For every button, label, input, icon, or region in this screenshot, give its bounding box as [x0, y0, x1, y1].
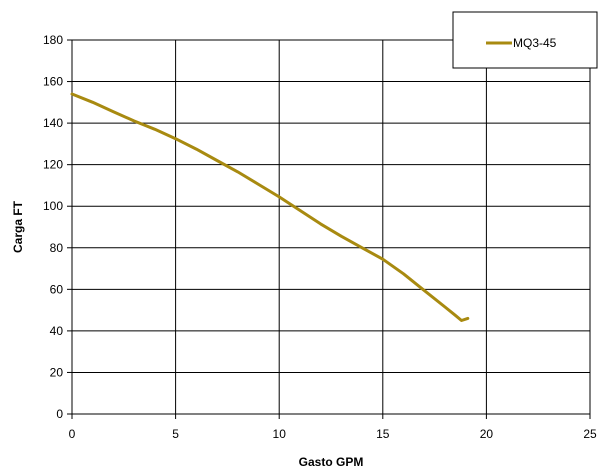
- legend-label-mq3-45: MQ3-45: [513, 36, 557, 50]
- x-tick-label-10: 10: [273, 427, 287, 441]
- tick-labels: 0 20 40 60 80 100 120 140 160 180 0 5 10 15 20 25: [43, 33, 597, 441]
- y-tick-label-180: 180: [43, 33, 63, 47]
- y-tick-label-20: 20: [50, 365, 64, 379]
- legend: MQ3-45: [452, 11, 598, 69]
- y-tick-label-40: 40: [50, 324, 64, 338]
- y-tick-label-140: 140: [43, 116, 63, 130]
- x-axis-title: Gasto GPM: [299, 455, 364, 469]
- y-axis-title: Carga FT: [11, 200, 25, 253]
- x-tick-label-0: 0: [69, 427, 76, 441]
- y-tick-label-80: 80: [50, 241, 64, 255]
- x-tick-label-15: 15: [376, 427, 390, 441]
- series-layer: [70, 92, 470, 322]
- gridlines: [67, 39, 591, 419]
- y-tick-label-160: 160: [43, 75, 63, 89]
- y-tick-label-120: 120: [43, 158, 63, 172]
- x-tick-label-5: 5: [172, 427, 179, 441]
- legend-box: [452, 11, 598, 69]
- y-tick-label-60: 60: [50, 282, 64, 296]
- x-tick-label-25: 25: [583, 427, 597, 441]
- x-tick-label-20: 20: [480, 427, 494, 441]
- plot-area: [72, 40, 590, 414]
- y-tick-label-100: 100: [43, 199, 63, 213]
- y-tick-label-0: 0: [56, 407, 63, 421]
- series-line-mq3-45: [70, 92, 470, 322]
